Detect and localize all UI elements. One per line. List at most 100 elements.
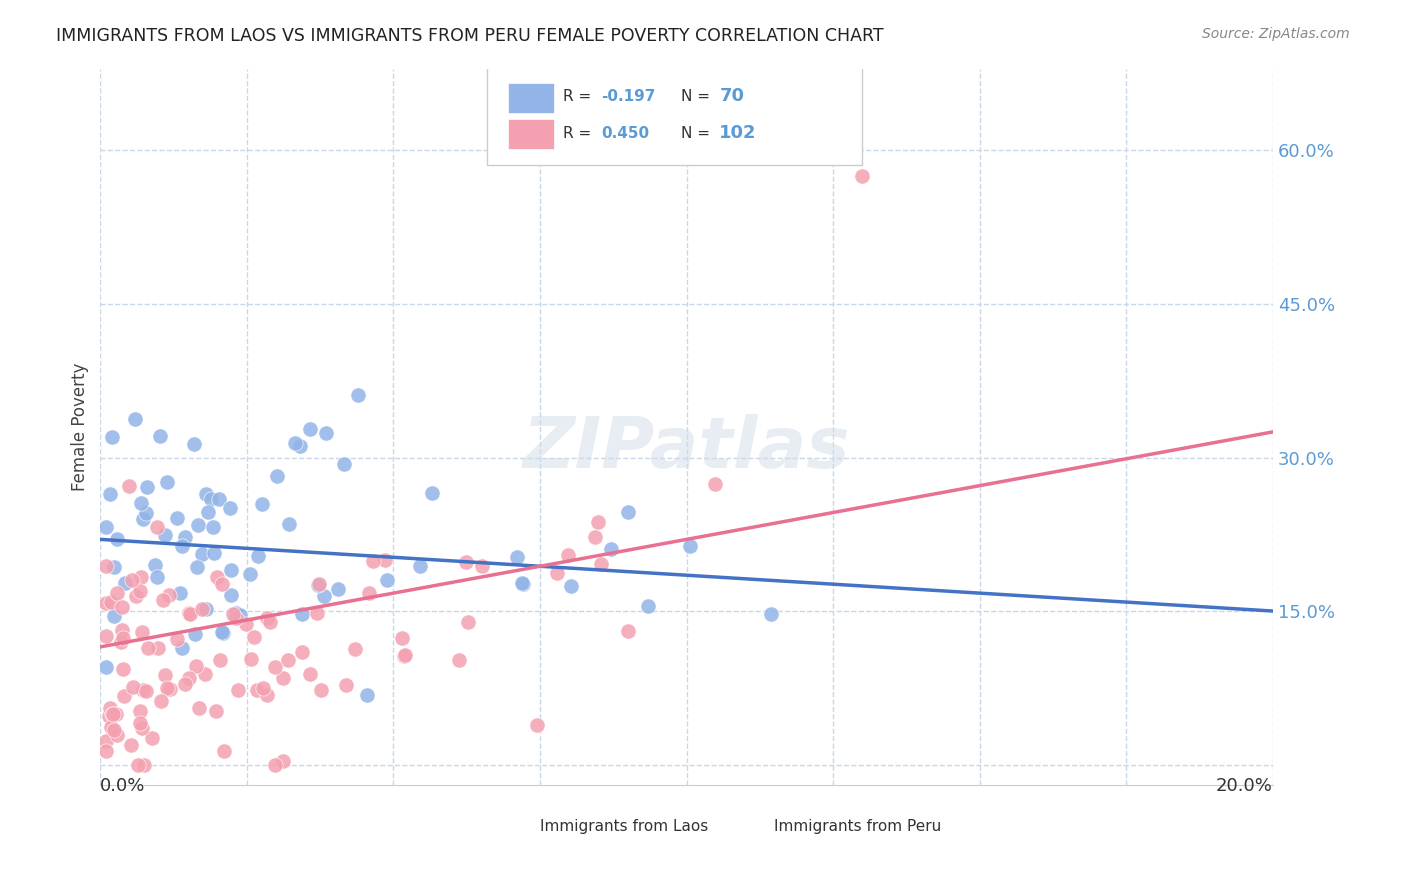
Immigrants from Laos [219, 588, 242, 602]
Immigrants from Laos [333, 457, 356, 471]
Immigrants from Peru [145, 520, 167, 534]
Immigrants from Laos [277, 517, 299, 532]
Immigrants from Peru [166, 632, 188, 647]
Immigrants from Laos [96, 660, 118, 674]
Bar [499, 817, 531, 835]
FancyBboxPatch shape [488, 65, 862, 165]
Immigrants from Laos [326, 582, 349, 596]
Immigrants from Peru [146, 641, 169, 656]
Immigrants from Laos [312, 589, 335, 603]
Immigrants from Peru [290, 645, 312, 659]
Immigrants from Laos [131, 511, 153, 525]
Immigrants from Laos [375, 573, 398, 587]
Immigrants from Laos [191, 547, 214, 561]
Immigrants from Laos [420, 486, 443, 500]
Immigrants from Peru [96, 596, 118, 610]
Immigrants from Peru [211, 577, 233, 591]
Text: IMMIGRANTS FROM LAOS VS IMMIGRANTS FROM PERU FEMALE POVERTY CORRELATION CHART: IMMIGRANTS FROM LAOS VS IMMIGRANTS FROM … [56, 27, 884, 45]
Immigrants from Laos [183, 436, 205, 450]
Immigrants from Peru [104, 707, 127, 722]
Immigrants from Peru [704, 476, 727, 491]
Immigrants from Peru [186, 659, 208, 673]
Immigrants from Laos [247, 549, 270, 563]
Immigrants from Peru [208, 653, 231, 667]
Immigrants from Peru [243, 630, 266, 644]
Immigrants from Laos [291, 607, 314, 621]
Immigrants from Laos [560, 579, 582, 593]
FancyBboxPatch shape [509, 119, 554, 149]
Immigrants from Laos [146, 570, 169, 584]
Immigrants from Laos [186, 559, 208, 574]
Text: Immigrants from Laos: Immigrants from Laos [540, 819, 709, 834]
Immigrants from Peru [205, 570, 228, 584]
Immigrants from Peru [456, 555, 478, 569]
Text: 0.0%: 0.0% [100, 777, 146, 795]
Immigrants from Laos [149, 429, 172, 443]
Immigrants from Peru [125, 590, 148, 604]
Text: Immigrants from Peru: Immigrants from Peru [775, 819, 942, 834]
Immigrants from Peru [586, 515, 609, 529]
Immigrants from Laos [512, 577, 534, 591]
Text: 70: 70 [720, 87, 744, 105]
Immigrants from Peru [194, 666, 217, 681]
Immigrants from Peru [105, 586, 128, 600]
Immigrants from Peru [309, 683, 332, 698]
Immigrants from Peru [239, 651, 262, 665]
Text: R =: R = [564, 126, 596, 141]
Immigrants from Peru [177, 671, 200, 685]
Immigrants from Peru [96, 734, 118, 748]
Immigrants from Peru [591, 557, 613, 571]
Immigrants from Laos [96, 519, 118, 533]
Text: 102: 102 [720, 124, 756, 142]
Immigrants from Peru [271, 754, 294, 768]
Immigrants from Peru [263, 757, 285, 772]
Immigrants from Laos [266, 469, 288, 483]
Immigrants from Laos [298, 422, 321, 436]
Immigrants from Peru [394, 648, 416, 663]
Immigrants from Laos [761, 607, 783, 621]
Immigrants from Peru [155, 668, 177, 682]
Immigrants from Peru [135, 683, 157, 698]
Immigrants from Laos [315, 426, 337, 441]
Immigrants from Peru [141, 731, 163, 745]
Text: N =: N = [681, 126, 714, 141]
Immigrants from Peru [256, 688, 278, 702]
Immigrants from Laos [101, 430, 124, 444]
Immigrants from Laos [290, 439, 312, 453]
Immigrants from Peru [129, 584, 152, 599]
Immigrants from Peru [222, 607, 245, 621]
Immigrants from Laos [103, 608, 125, 623]
Immigrants from Peru [152, 592, 174, 607]
Immigrants from Peru [307, 607, 329, 621]
Immigrants from Laos [637, 599, 659, 613]
Immigrants from Peru [111, 600, 134, 615]
Immigrants from Laos [616, 505, 638, 519]
Immigrants from Laos [183, 627, 205, 641]
Immigrants from Peru [177, 607, 200, 621]
Immigrants from Laos [409, 558, 432, 573]
Immigrants from Laos [187, 517, 209, 532]
Immigrants from Peru [235, 616, 257, 631]
Text: 20.0%: 20.0% [1216, 777, 1272, 795]
Immigrants from Peru [471, 559, 494, 574]
Immigrants from Laos [129, 496, 152, 510]
Immigrants from Laos [219, 563, 242, 577]
Immigrants from Peru [457, 615, 479, 630]
Immigrants from Laos [197, 505, 219, 519]
Immigrants from Peru [616, 624, 638, 639]
Immigrants from Peru [112, 662, 135, 676]
Immigrants from Peru [357, 586, 380, 600]
Immigrants from Peru [129, 704, 152, 718]
Immigrants from Laos [356, 688, 378, 702]
Immigrants from Laos [204, 546, 226, 560]
Immigrants from Laos [211, 626, 233, 640]
Immigrants from Laos [155, 527, 177, 541]
Immigrants from Laos [506, 550, 529, 565]
Immigrants from Peru [225, 610, 247, 624]
Immigrants from Laos [98, 487, 121, 501]
Immigrants from Peru [118, 479, 141, 493]
Immigrants from Laos [135, 506, 157, 520]
Immigrants from Peru [132, 757, 155, 772]
Immigrants from Laos [219, 500, 242, 515]
Immigrants from Peru [100, 720, 122, 734]
